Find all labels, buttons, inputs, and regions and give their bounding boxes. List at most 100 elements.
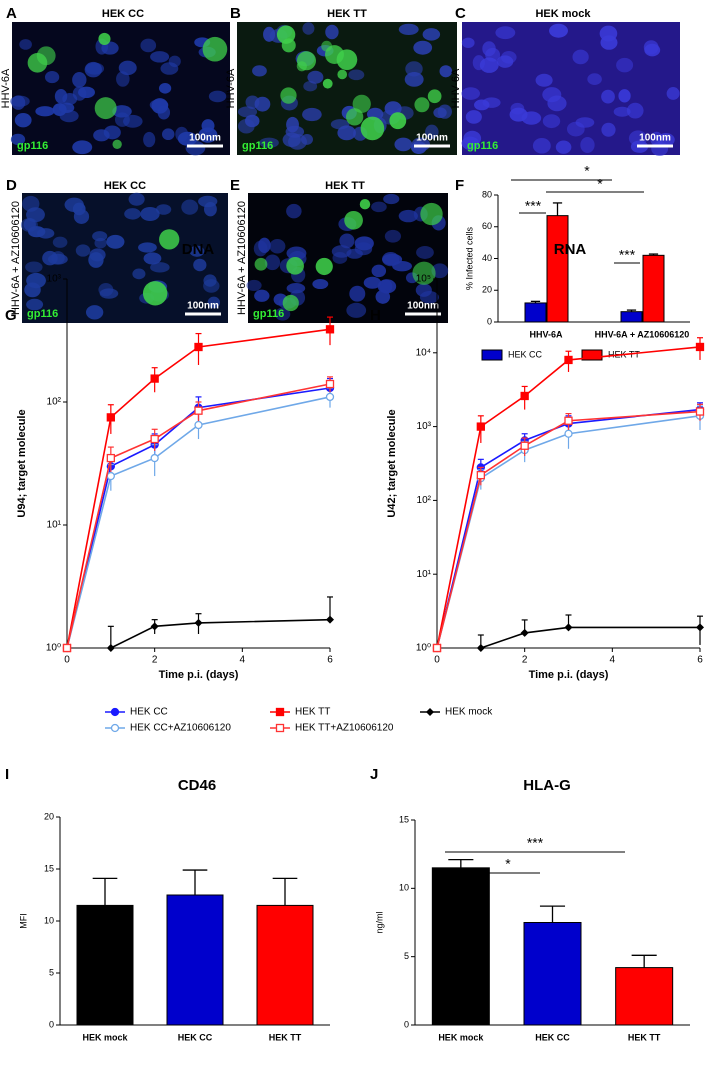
nucleus bbox=[252, 65, 267, 77]
infected-cell bbox=[286, 256, 304, 275]
x-tick-label: 6 bbox=[697, 655, 703, 666]
infected-cell bbox=[337, 69, 348, 80]
bar bbox=[620, 311, 643, 323]
bar bbox=[546, 215, 569, 323]
infected-cell bbox=[389, 112, 407, 130]
nucleus bbox=[398, 23, 419, 36]
stain-label: gp116 bbox=[253, 308, 284, 320]
infected-cell bbox=[360, 116, 385, 141]
marker bbox=[194, 618, 203, 627]
nucleus bbox=[474, 99, 490, 111]
image-title: HEK TT bbox=[325, 180, 365, 192]
nucleus bbox=[177, 131, 198, 146]
nucleus bbox=[405, 61, 423, 77]
infected-cell bbox=[344, 210, 363, 230]
nucleus bbox=[189, 245, 205, 257]
nucleus bbox=[138, 242, 157, 253]
marker bbox=[106, 471, 115, 481]
nucleus bbox=[628, 130, 648, 147]
nucleus bbox=[52, 236, 68, 248]
image-title: HEK CC bbox=[104, 180, 146, 192]
y-tick-label: 10² bbox=[47, 397, 62, 408]
scale-label: 100nm bbox=[189, 133, 221, 144]
nucleus bbox=[613, 106, 631, 117]
nucleus bbox=[509, 107, 528, 122]
x-tick-label: 0 bbox=[434, 655, 440, 666]
chart-title: HLA-G bbox=[523, 777, 571, 794]
nucleus bbox=[549, 23, 568, 38]
nucleus bbox=[37, 228, 55, 239]
nucleus bbox=[244, 114, 260, 128]
nucleus bbox=[650, 131, 663, 147]
series-line bbox=[480, 626, 700, 649]
y-tick-label: 15 bbox=[44, 863, 54, 873]
legend-marker bbox=[275, 707, 285, 717]
x-tick-label: HHV-6A bbox=[529, 329, 563, 339]
nucleus bbox=[601, 89, 615, 104]
nucleus bbox=[461, 136, 480, 150]
nucleus bbox=[237, 106, 258, 118]
stain-label: gp116 bbox=[242, 140, 273, 152]
nucleus bbox=[208, 90, 227, 103]
nucleus bbox=[422, 28, 441, 41]
nucleus bbox=[140, 38, 157, 53]
nucleus bbox=[346, 302, 367, 318]
nucleus bbox=[42, 250, 58, 266]
nucleus bbox=[106, 234, 125, 249]
nucleus bbox=[10, 95, 30, 107]
x-tick-label: HEK mock bbox=[82, 1032, 128, 1042]
marker bbox=[194, 406, 203, 415]
y-tick-label: 5 bbox=[404, 951, 409, 961]
image-title: HEK CC bbox=[102, 8, 144, 20]
infected-cell bbox=[281, 38, 296, 53]
nucleus bbox=[274, 307, 291, 321]
x-tick-label: HEK mock bbox=[438, 1032, 484, 1042]
nucleus bbox=[339, 233, 355, 249]
nucleus bbox=[264, 254, 281, 271]
marker bbox=[564, 429, 573, 438]
infected-cell bbox=[202, 36, 228, 62]
panel-letter: F bbox=[455, 177, 464, 194]
nucleus bbox=[419, 291, 439, 304]
nucleus bbox=[384, 229, 402, 243]
y-tick-label: 20 bbox=[44, 811, 54, 821]
image-title: HEK TT bbox=[327, 8, 367, 20]
legend-label: HEK CC bbox=[130, 707, 168, 718]
bar bbox=[76, 904, 134, 1026]
marker bbox=[106, 453, 115, 463]
infected-cell bbox=[420, 202, 443, 226]
nucleus bbox=[542, 114, 561, 129]
nucleus bbox=[207, 296, 221, 309]
nucleus bbox=[439, 65, 453, 78]
nucleus bbox=[325, 24, 339, 40]
nucleus bbox=[151, 98, 169, 114]
significance-label: * bbox=[584, 163, 590, 179]
panel-letter: I bbox=[5, 766, 9, 783]
y-axis-label: ng/ml bbox=[374, 911, 384, 933]
marker bbox=[696, 623, 704, 632]
y-tick-label: 40 bbox=[482, 253, 492, 263]
marker bbox=[432, 643, 442, 653]
nucleus bbox=[371, 201, 387, 213]
y-tick-label: 10⁵ bbox=[416, 274, 431, 285]
bar bbox=[524, 302, 547, 323]
nucleus bbox=[461, 37, 475, 48]
series-line bbox=[110, 618, 331, 649]
nucleus bbox=[303, 81, 318, 92]
marker bbox=[150, 434, 159, 444]
y-axis-label: % Infected cells bbox=[464, 226, 474, 290]
x-axis-label: Time p.i. (days) bbox=[529, 669, 609, 681]
marker bbox=[194, 342, 203, 352]
significance-label: *** bbox=[527, 835, 544, 851]
y-tick-label: 5 bbox=[49, 967, 54, 977]
nucleus bbox=[26, 207, 45, 223]
marker bbox=[564, 623, 573, 632]
y-tick-label: 60 bbox=[482, 221, 492, 231]
infected-cell bbox=[159, 229, 180, 250]
y-tick-label: 20 bbox=[482, 285, 492, 295]
nucleus bbox=[411, 141, 427, 155]
nucleus bbox=[472, 55, 485, 71]
side-label: HHV-6A bbox=[450, 68, 462, 108]
nucleus bbox=[19, 39, 32, 50]
marker bbox=[564, 355, 573, 365]
